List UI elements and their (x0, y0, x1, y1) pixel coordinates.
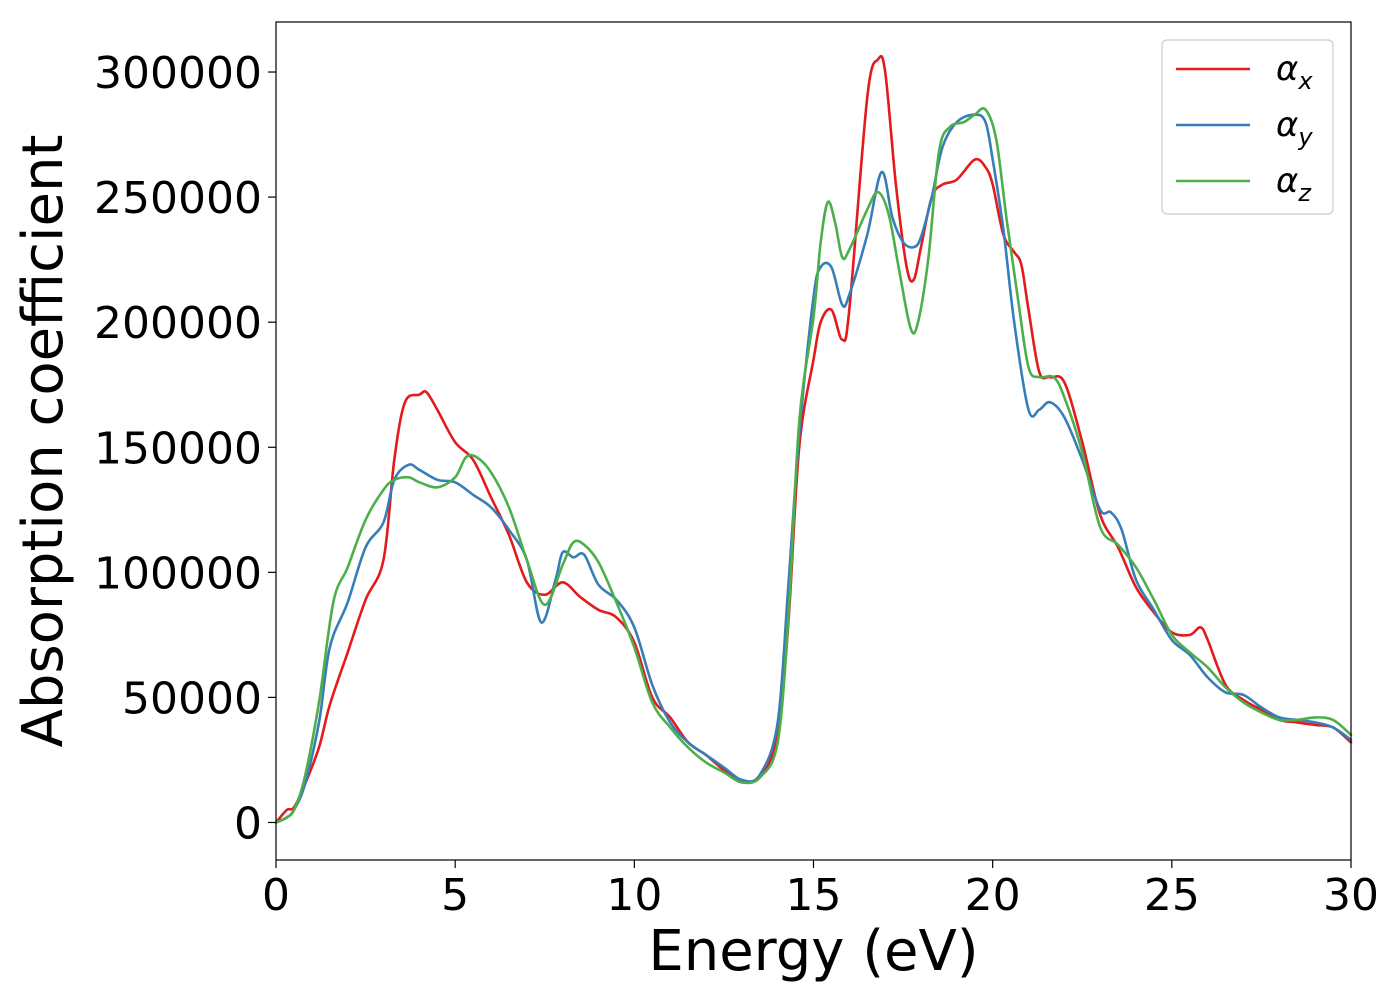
x-tick-label: 0 (262, 870, 290, 921)
y-tick-label: 250000 (94, 173, 262, 224)
legend-label-y: αy (1276, 105, 1313, 151)
y-tick-label: 0 (234, 798, 262, 849)
x-tick-label: 10 (606, 870, 662, 921)
y-tick-label: 50000 (122, 673, 262, 724)
y-tick-label: 100000 (94, 548, 262, 599)
x-tick-label: 20 (965, 870, 1021, 921)
y-tick-label: 150000 (94, 423, 262, 474)
x-axis-title: Energy (eV) (648, 919, 978, 984)
x-axis: 0 5 10 15 20 25 30 (262, 860, 1379, 921)
legend-label-z: αz (1276, 161, 1312, 207)
x-tick-label: 15 (786, 870, 842, 921)
series-line-x (274, 54, 1353, 824)
legend-label-x: αx (1276, 49, 1313, 95)
legend: αx αy αz (1161, 39, 1334, 215)
x-tick-label: 30 (1323, 870, 1379, 921)
y-axis-title: Absorption coefficient (11, 135, 76, 748)
y-tick-label: 300000 (94, 48, 262, 99)
y-tick-label: 200000 (94, 298, 262, 349)
series-line-z (274, 107, 1353, 824)
y-axis: 0 50000 100000 150000 200000 250000 300000 (94, 48, 276, 849)
x-tick-label: 5 (441, 870, 469, 921)
x-tick-label: 25 (1144, 870, 1200, 921)
legend-box (1161, 39, 1334, 215)
series-layer (274, 54, 1353, 824)
